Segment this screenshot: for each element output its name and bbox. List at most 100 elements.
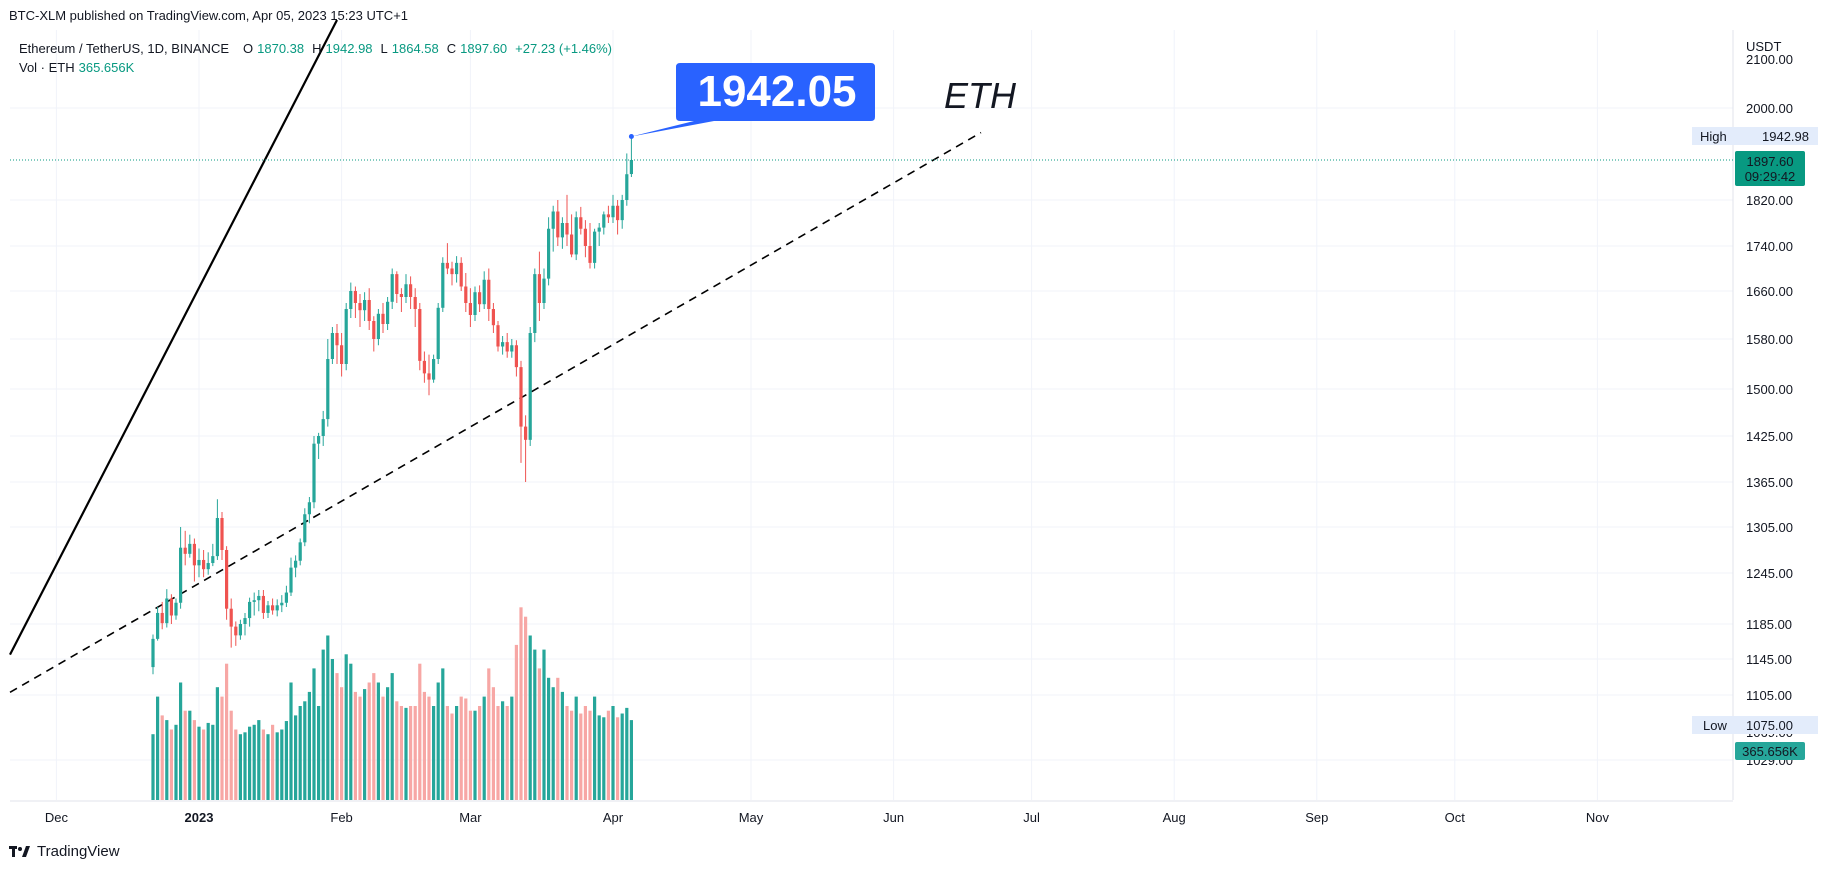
price-tick-label: 1245.00 — [1746, 566, 1793, 581]
candle-body — [229, 608, 233, 627]
volume-bar — [307, 691, 311, 800]
candle-body — [165, 598, 169, 624]
candle-body — [349, 291, 353, 309]
time-tick-label: Jun — [883, 810, 904, 825]
candle-body — [248, 601, 252, 619]
candle-body — [395, 274, 399, 294]
volume-bar — [606, 710, 610, 800]
low-value: 1864.58 — [391, 41, 439, 56]
candle-body — [579, 217, 583, 229]
candle-body — [491, 309, 495, 326]
candle-body — [179, 547, 183, 603]
volume-bar — [192, 720, 196, 800]
publish-line: BTC-XLM published on TradingView.com, Ap… — [9, 8, 409, 23]
volume-bar — [625, 707, 629, 800]
high-key: H — [312, 41, 322, 56]
volume-bar — [238, 734, 242, 800]
candle-body — [422, 360, 426, 374]
candle-body — [533, 274, 537, 333]
last-price-value: 1897.60 — [1747, 154, 1794, 169]
candle-body — [528, 333, 532, 440]
high-value: 1942.98 — [325, 41, 373, 56]
footer-brand[interactable]: TradingView — [9, 843, 120, 860]
price-tick-label: 1365.00 — [1746, 475, 1793, 490]
candle-body — [376, 313, 380, 339]
candle-body — [459, 262, 463, 287]
candle-body — [487, 279, 491, 309]
time-tick-label: Aug — [1163, 810, 1186, 825]
volume-bar — [432, 706, 436, 800]
tradingview-logo-icon — [9, 845, 30, 857]
candle-body — [501, 342, 505, 347]
volume-bar — [478, 706, 482, 800]
low-tag-label: Low — [1703, 718, 1727, 733]
candle-body — [629, 160, 633, 175]
candle-body — [183, 547, 187, 554]
volume-bar — [220, 696, 224, 800]
candle-body — [473, 292, 477, 315]
high-tag-value: 1942.98 — [1762, 129, 1809, 144]
candle-body — [266, 605, 270, 613]
candle-body — [551, 211, 555, 229]
candle-body — [478, 292, 482, 305]
time-tick-label: 2023 — [185, 810, 214, 825]
volume-bar — [611, 706, 615, 800]
volume-tag-value: 365.656K — [1742, 744, 1798, 759]
price-axis: 2000.00 1820.00 1740.00 1660.00 1580.00 1500.… — [1746, 101, 1793, 768]
volume-bar — [234, 729, 238, 800]
price-callout-label: 1942.05 — [697, 67, 856, 116]
volume-bar — [482, 696, 486, 800]
candle-body — [220, 518, 224, 550]
volume-bar — [565, 706, 569, 800]
candle-body — [390, 274, 394, 302]
volume-bar — [551, 687, 555, 800]
candle-body — [307, 502, 311, 515]
volume-bar — [160, 715, 164, 800]
chart-legend: Ethereum / TetherUS, 1D, BINANCE O 1870.3… — [19, 39, 616, 77]
volume-bar — [560, 691, 564, 800]
volume-bar — [455, 706, 459, 800]
price-callout[interactable]: 1942.05 — [628, 63, 875, 139]
candle-body — [547, 228, 551, 279]
volume-bar — [372, 673, 376, 800]
candle-body — [455, 262, 459, 275]
time-tick-label: Oct — [1445, 810, 1466, 825]
candle-body — [151, 638, 155, 668]
candle-body — [353, 291, 357, 303]
time-tick-label: May — [739, 810, 764, 825]
change-value: +27.23 (+1.46%) — [515, 41, 613, 56]
volume-tag: 365.656K — [1735, 742, 1805, 760]
candlesticks — [151, 136, 633, 675]
volume-bar — [248, 726, 252, 800]
volume-bar — [312, 668, 316, 800]
candle-body — [160, 612, 164, 624]
volume-bar — [317, 706, 321, 800]
volume-bar — [340, 687, 344, 800]
volume-bar — [367, 682, 371, 800]
price-tick-label: 1105.00 — [1746, 688, 1792, 703]
price-tick-label: 1660.00 — [1746, 284, 1793, 299]
candle-body — [215, 518, 219, 557]
volume-bar — [542, 649, 546, 800]
volume-bar — [252, 724, 256, 800]
volume-bar — [459, 696, 463, 800]
price-tick-label: 1305.00 — [1746, 520, 1793, 535]
volume-bar — [271, 724, 275, 800]
price-tick-label: 1580.00 — [1746, 332, 1793, 347]
volume-bar — [616, 717, 620, 800]
candle-body — [464, 286, 468, 303]
volume-bar — [570, 710, 574, 800]
candle-body — [188, 543, 192, 554]
candle-body — [298, 542, 302, 561]
volume-bar — [602, 717, 606, 800]
candle-body — [616, 205, 620, 221]
volume-bar — [491, 687, 495, 800]
low-tag: Low 1075.00 — [1692, 716, 1818, 734]
volume-bar — [358, 696, 362, 800]
candle-body — [386, 301, 390, 324]
price-tick-label: 1185.00 — [1746, 617, 1792, 632]
candle-body — [211, 556, 215, 564]
volume-bar — [450, 713, 454, 800]
volume-label: Vol · ETH — [19, 60, 75, 75]
